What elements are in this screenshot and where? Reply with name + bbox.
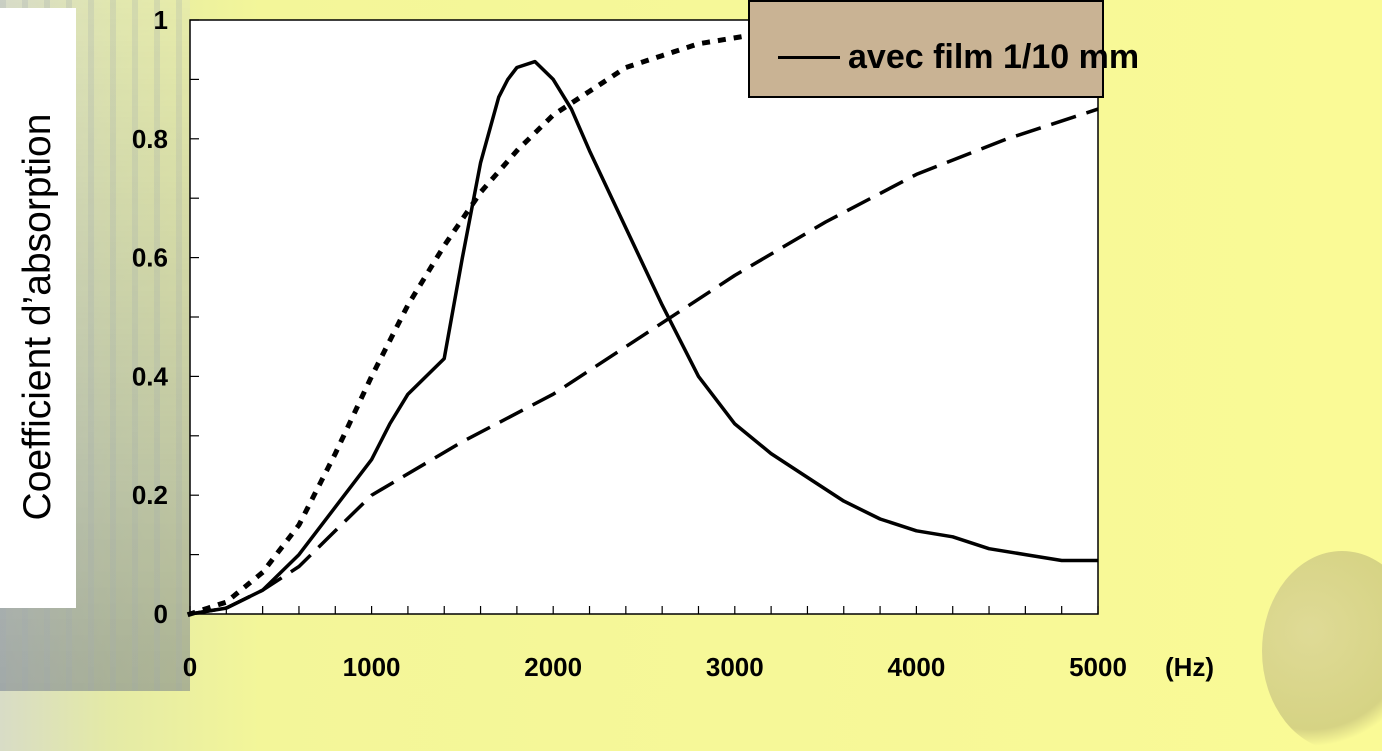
minor-ticks <box>189 19 1099 615</box>
y-tick-label: 0 <box>154 599 168 629</box>
y-axis-label-box: Coefficient d’absorption <box>0 8 76 608</box>
series-dotted-line <box>186 29 774 618</box>
y-tick-label: 0.8 <box>132 124 168 154</box>
series-solid-line <box>189 59 1098 616</box>
y-tick-label: 0.6 <box>132 243 168 273</box>
legend-solid-line-swatch <box>778 56 840 59</box>
y-tick-label: 0.4 <box>132 361 169 391</box>
x-tick-label: 0 <box>183 652 197 682</box>
series-layer <box>186 29 1099 618</box>
chart: 0 1000 2000 3000 4000 5000 0 0.2 0.4 0.6 0.8 1 (Hz) <box>132 5 1214 682</box>
x-tick-label: 1000 <box>343 652 401 682</box>
x-tick-label: 5000 <box>1069 652 1127 682</box>
tick-labels: 0 1000 2000 3000 4000 5000 0 0.2 0.4 0.6 0.8 1 <box>132 5 1127 682</box>
x-tick-label: 2000 <box>524 652 582 682</box>
x-tick-label: 4000 <box>887 652 945 682</box>
x-tick-label: 3000 <box>706 652 764 682</box>
legend-entry-label: avec film 1/10 mm <box>848 38 1140 76</box>
x-axis-label: (Hz) <box>1165 652 1214 682</box>
legend: avec film 1/10 mm <box>748 0 1139 98</box>
series-dashed-line <box>189 107 1099 616</box>
y-tick-label: 1 <box>154 5 168 35</box>
plot-area <box>189 19 1099 615</box>
y-tick-label: 0.2 <box>132 480 168 510</box>
